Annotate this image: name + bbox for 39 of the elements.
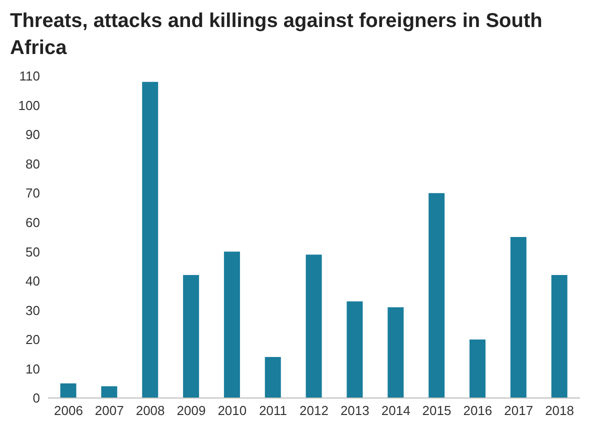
y-tick-label: 110 bbox=[19, 68, 40, 84]
y-tick-label: 10 bbox=[26, 361, 40, 376]
bar bbox=[306, 254, 322, 398]
x-tick-label: 2008 bbox=[136, 403, 165, 418]
bar bbox=[60, 383, 76, 398]
y-tick-label: 50 bbox=[26, 244, 40, 260]
x-tick-label: 2018 bbox=[545, 403, 574, 418]
x-tick-label: 2016 bbox=[463, 403, 492, 418]
bar bbox=[142, 82, 158, 398]
x-tick-label: 2011 bbox=[259, 403, 288, 418]
y-tick-label: 0 bbox=[32, 390, 40, 406]
y-tick-label: 100 bbox=[18, 98, 40, 113]
bar bbox=[551, 275, 568, 398]
y-tick-label: 20 bbox=[26, 332, 40, 348]
y-tick-label: 80 bbox=[26, 156, 40, 172]
x-tick-label: 2017 bbox=[504, 403, 534, 418]
x-tick-label: 2007 bbox=[94, 403, 124, 418]
x-tick-label: 2015 bbox=[422, 403, 452, 418]
y-tick-label: 70 bbox=[26, 186, 40, 201]
bar bbox=[101, 386, 118, 398]
y-tick-label: 60 bbox=[26, 214, 40, 230]
bar bbox=[510, 237, 526, 398]
bar bbox=[346, 301, 363, 398]
chart-title: Threats, attacks and killings against foreigners in South Africa bbox=[9, 9, 544, 61]
x-tick-label: 2006 bbox=[54, 403, 83, 418]
bar bbox=[264, 357, 281, 398]
bar bbox=[183, 275, 200, 398]
x-tick-label: 2014 bbox=[381, 403, 410, 418]
bar bbox=[428, 193, 445, 398]
bar bbox=[388, 307, 404, 398]
x-tick-label: 2009 bbox=[176, 403, 206, 418]
x-tick-label: 2010 bbox=[218, 403, 247, 418]
x-tick-label: 2012 bbox=[300, 403, 328, 418]
y-tick-label: 90 bbox=[26, 127, 40, 142]
y-tick-label: 40 bbox=[26, 274, 40, 289]
bar bbox=[470, 339, 486, 398]
y-tick-label: 30 bbox=[26, 302, 40, 318]
x-tick-label: 2013 bbox=[340, 403, 370, 418]
bar bbox=[224, 252, 240, 398]
